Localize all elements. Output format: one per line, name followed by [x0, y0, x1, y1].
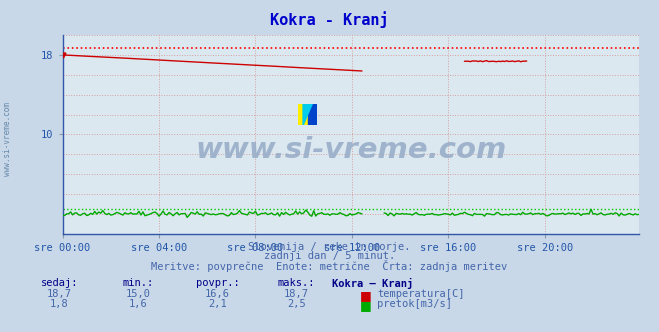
Text: www.si-vreme.com: www.si-vreme.com	[3, 103, 13, 176]
Text: min.:: min.:	[123, 278, 154, 288]
Text: zadnji dan / 5 minut.: zadnji dan / 5 minut.	[264, 251, 395, 261]
Text: ■: ■	[360, 299, 372, 312]
Text: 16,6: 16,6	[205, 289, 230, 299]
Text: 2,5: 2,5	[287, 299, 306, 309]
Text: sedaj:: sedaj:	[41, 278, 78, 288]
Text: ■: ■	[360, 289, 372, 302]
Polygon shape	[299, 104, 308, 125]
Text: pretok[m3/s]: pretok[m3/s]	[377, 299, 452, 309]
Text: maks.:: maks.:	[278, 278, 315, 288]
Text: Slovenija / reke in morje.: Slovenija / reke in morje.	[248, 242, 411, 252]
Text: 1,8: 1,8	[50, 299, 69, 309]
Polygon shape	[303, 104, 312, 125]
Polygon shape	[308, 104, 317, 125]
Text: www.si-vreme.com: www.si-vreme.com	[195, 136, 507, 164]
Text: 15,0: 15,0	[126, 289, 151, 299]
Text: 18,7: 18,7	[47, 289, 72, 299]
Text: 2,1: 2,1	[208, 299, 227, 309]
Text: 18,7: 18,7	[284, 289, 309, 299]
Text: Kokra - Kranj: Kokra - Kranj	[270, 12, 389, 29]
Text: Meritve: povprečne  Enote: metrične  Črta: zadnja meritev: Meritve: povprečne Enote: metrične Črta:…	[152, 260, 507, 272]
Text: temperatura[C]: temperatura[C]	[377, 289, 465, 299]
Text: 1,6: 1,6	[129, 299, 148, 309]
Text: Kokra – Kranj: Kokra – Kranj	[331, 278, 413, 289]
Text: povpr.:: povpr.:	[196, 278, 239, 288]
